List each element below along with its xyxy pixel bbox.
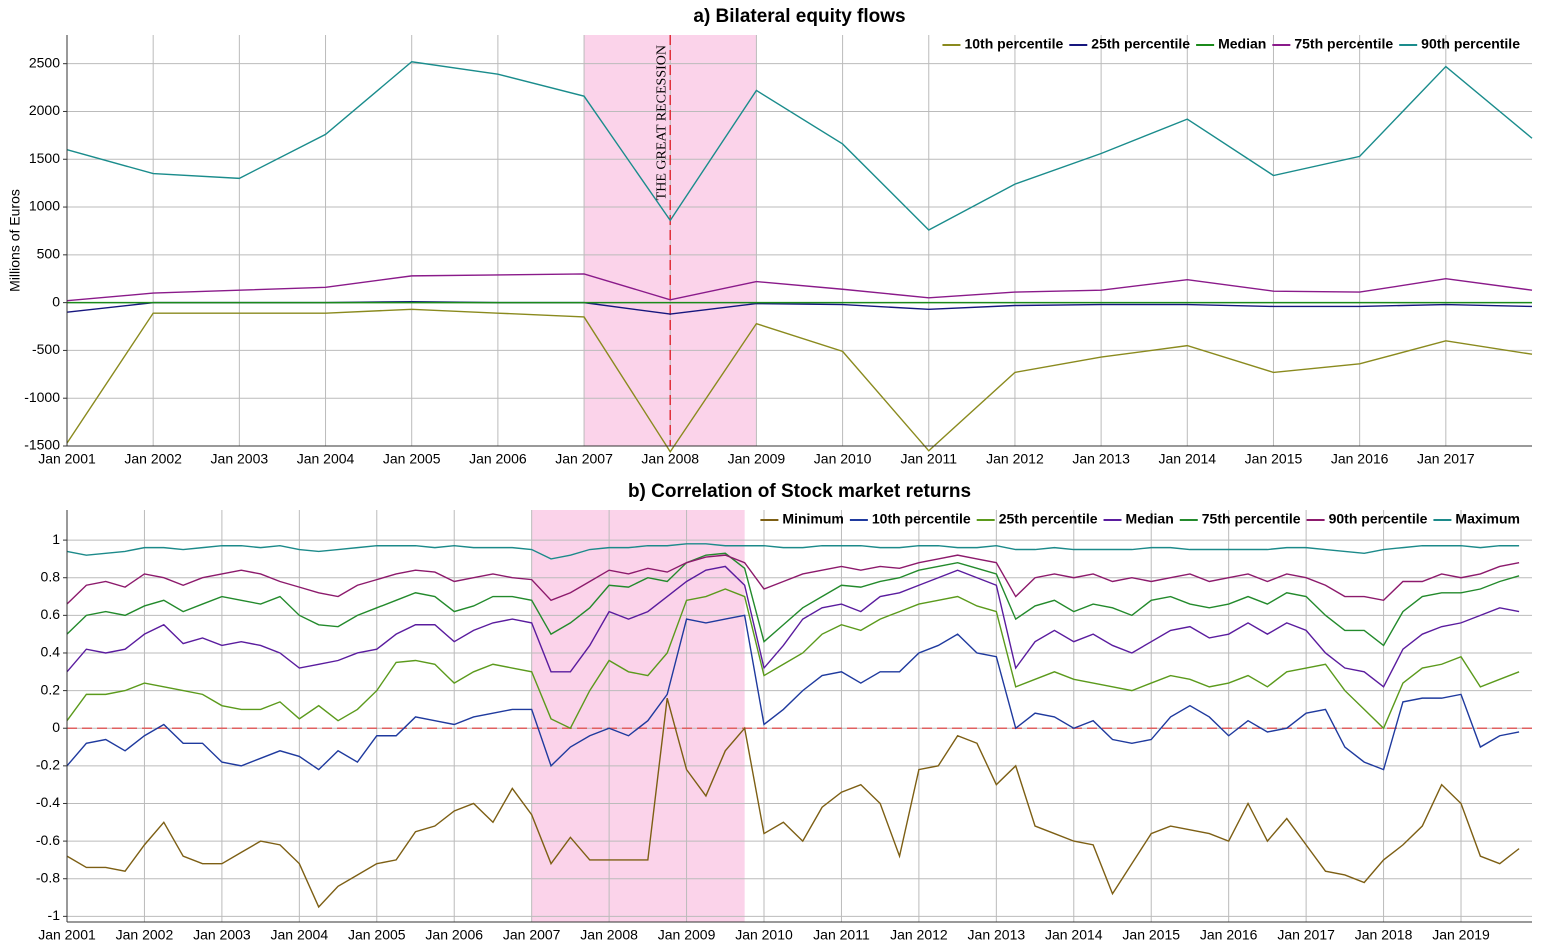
series-line bbox=[66, 273, 1533, 302]
legend-label: 25th percentile bbox=[999, 511, 1098, 527]
series-line bbox=[66, 554, 1520, 605]
x-tick-label: Jan 2014 bbox=[1158, 451, 1216, 467]
y-tick-label: 2500 bbox=[29, 54, 60, 70]
legend-label: Minimum bbox=[782, 511, 843, 527]
x-tick-label: Jan 2008 bbox=[641, 451, 699, 467]
chart-title: a) Bilateral equity flows bbox=[693, 6, 905, 27]
y-tick-label: 0 bbox=[52, 719, 60, 735]
x-tick-label: Jan 2014 bbox=[1045, 927, 1103, 943]
x-tick-label: Jan 2017 bbox=[1417, 451, 1475, 467]
x-tick-label: Jan 2002 bbox=[124, 451, 182, 467]
y-tick-label: -1000 bbox=[24, 389, 60, 405]
y-tick-label: 0.8 bbox=[41, 568, 61, 584]
x-tick-label: Jan 2016 bbox=[1200, 927, 1258, 943]
legend-label: 75th percentile bbox=[1294, 36, 1393, 52]
legend-label: Median bbox=[1126, 511, 1174, 527]
y-tick-label: 0.2 bbox=[41, 681, 61, 697]
legend-label: 25th percentile bbox=[1091, 36, 1190, 52]
series-line bbox=[66, 565, 1520, 688]
y-tick-label: 1 bbox=[52, 531, 60, 547]
x-tick-label: Jan 2016 bbox=[1331, 451, 1389, 467]
panel: b) Correlation of Stock market returns -1… bbox=[36, 481, 1532, 943]
legend-label: 90th percentile bbox=[1329, 511, 1428, 527]
legend-label: 10th percentile bbox=[872, 511, 971, 527]
x-tick-label: Jan 2012 bbox=[986, 451, 1044, 467]
x-tick-label: Jan 2001 bbox=[38, 451, 96, 467]
y-tick-label: 1000 bbox=[29, 198, 60, 214]
legend-label: 90th percentile bbox=[1421, 36, 1520, 52]
panel: a) Bilateral equity flows Millions of Eur… bbox=[7, 6, 1533, 467]
series-line bbox=[66, 61, 1533, 231]
shaded-period bbox=[531, 510, 745, 922]
x-tick-label: Jan 2008 bbox=[580, 927, 638, 943]
annotation: THE GREAT RECESSION bbox=[654, 45, 669, 200]
x-tick-label: Jan 2009 bbox=[658, 927, 716, 943]
legend-label: Median bbox=[1218, 36, 1266, 52]
x-tick-label: Jan 2004 bbox=[271, 927, 329, 943]
y-axis-label: Millions of Euros bbox=[7, 189, 23, 292]
x-tick-label: Jan 2005 bbox=[348, 927, 406, 943]
x-tick-label: Jan 2001 bbox=[38, 927, 96, 943]
x-tick-label: Jan 2017 bbox=[1277, 927, 1335, 943]
x-tick-label: Jan 2013 bbox=[968, 927, 1026, 943]
legend-label: 10th percentile bbox=[964, 36, 1063, 52]
series-line bbox=[66, 300, 1533, 315]
legend-label: 75th percentile bbox=[1202, 511, 1301, 527]
x-tick-label: Jan 2010 bbox=[735, 927, 793, 943]
x-tick-label: Jan 2003 bbox=[211, 451, 269, 467]
y-tick-label: -500 bbox=[32, 341, 60, 357]
x-tick-label: Jan 2015 bbox=[1245, 451, 1303, 467]
y-tick-label: -0.4 bbox=[36, 794, 60, 810]
x-tick-label: Jan 2009 bbox=[728, 451, 786, 467]
y-tick-label: 1500 bbox=[29, 150, 60, 166]
x-tick-label: Jan 2018 bbox=[1355, 927, 1413, 943]
x-tick-label: Jan 2005 bbox=[383, 451, 441, 467]
y-tick-label: -1 bbox=[48, 907, 61, 923]
y-tick-label: 0 bbox=[52, 293, 60, 309]
series-line bbox=[66, 552, 1520, 647]
y-tick-label: -0.6 bbox=[36, 832, 60, 848]
x-tick-label: Jan 2011 bbox=[900, 451, 957, 467]
x-tick-label: Jan 2006 bbox=[425, 927, 483, 943]
chart-title: b) Correlation of Stock market returns bbox=[628, 481, 971, 502]
series-line bbox=[66, 588, 1520, 730]
series-line bbox=[66, 614, 1520, 771]
series-line bbox=[66, 697, 1520, 909]
x-tick-label: Jan 2013 bbox=[1072, 451, 1130, 467]
x-tick-label: Jan 2012 bbox=[890, 927, 948, 943]
x-tick-label: Jan 2006 bbox=[469, 451, 527, 467]
y-tick-label: 0.6 bbox=[41, 606, 61, 622]
x-tick-label: Jan 2010 bbox=[814, 451, 872, 467]
series-line bbox=[66, 543, 1520, 560]
x-tick-label: Jan 2015 bbox=[1122, 927, 1180, 943]
series-line bbox=[66, 308, 1533, 454]
x-tick-label: Jan 2011 bbox=[813, 927, 870, 943]
x-tick-label: Jan 2007 bbox=[555, 451, 613, 467]
y-tick-label: 500 bbox=[37, 246, 61, 262]
x-tick-label: Jan 2007 bbox=[503, 927, 561, 943]
x-tick-label: Jan 2004 bbox=[297, 451, 355, 467]
y-tick-label: 0.4 bbox=[41, 644, 61, 660]
x-tick-label: Jan 2003 bbox=[193, 927, 251, 943]
y-tick-label: 2000 bbox=[29, 102, 60, 118]
y-tick-label: -1500 bbox=[24, 437, 60, 453]
x-tick-label: Jan 2002 bbox=[116, 927, 174, 943]
y-tick-label: -0.2 bbox=[36, 757, 60, 773]
y-tick-label: -0.8 bbox=[36, 869, 60, 885]
legend-label: Maximum bbox=[1455, 511, 1520, 527]
x-tick-label: Jan 2019 bbox=[1432, 927, 1490, 943]
